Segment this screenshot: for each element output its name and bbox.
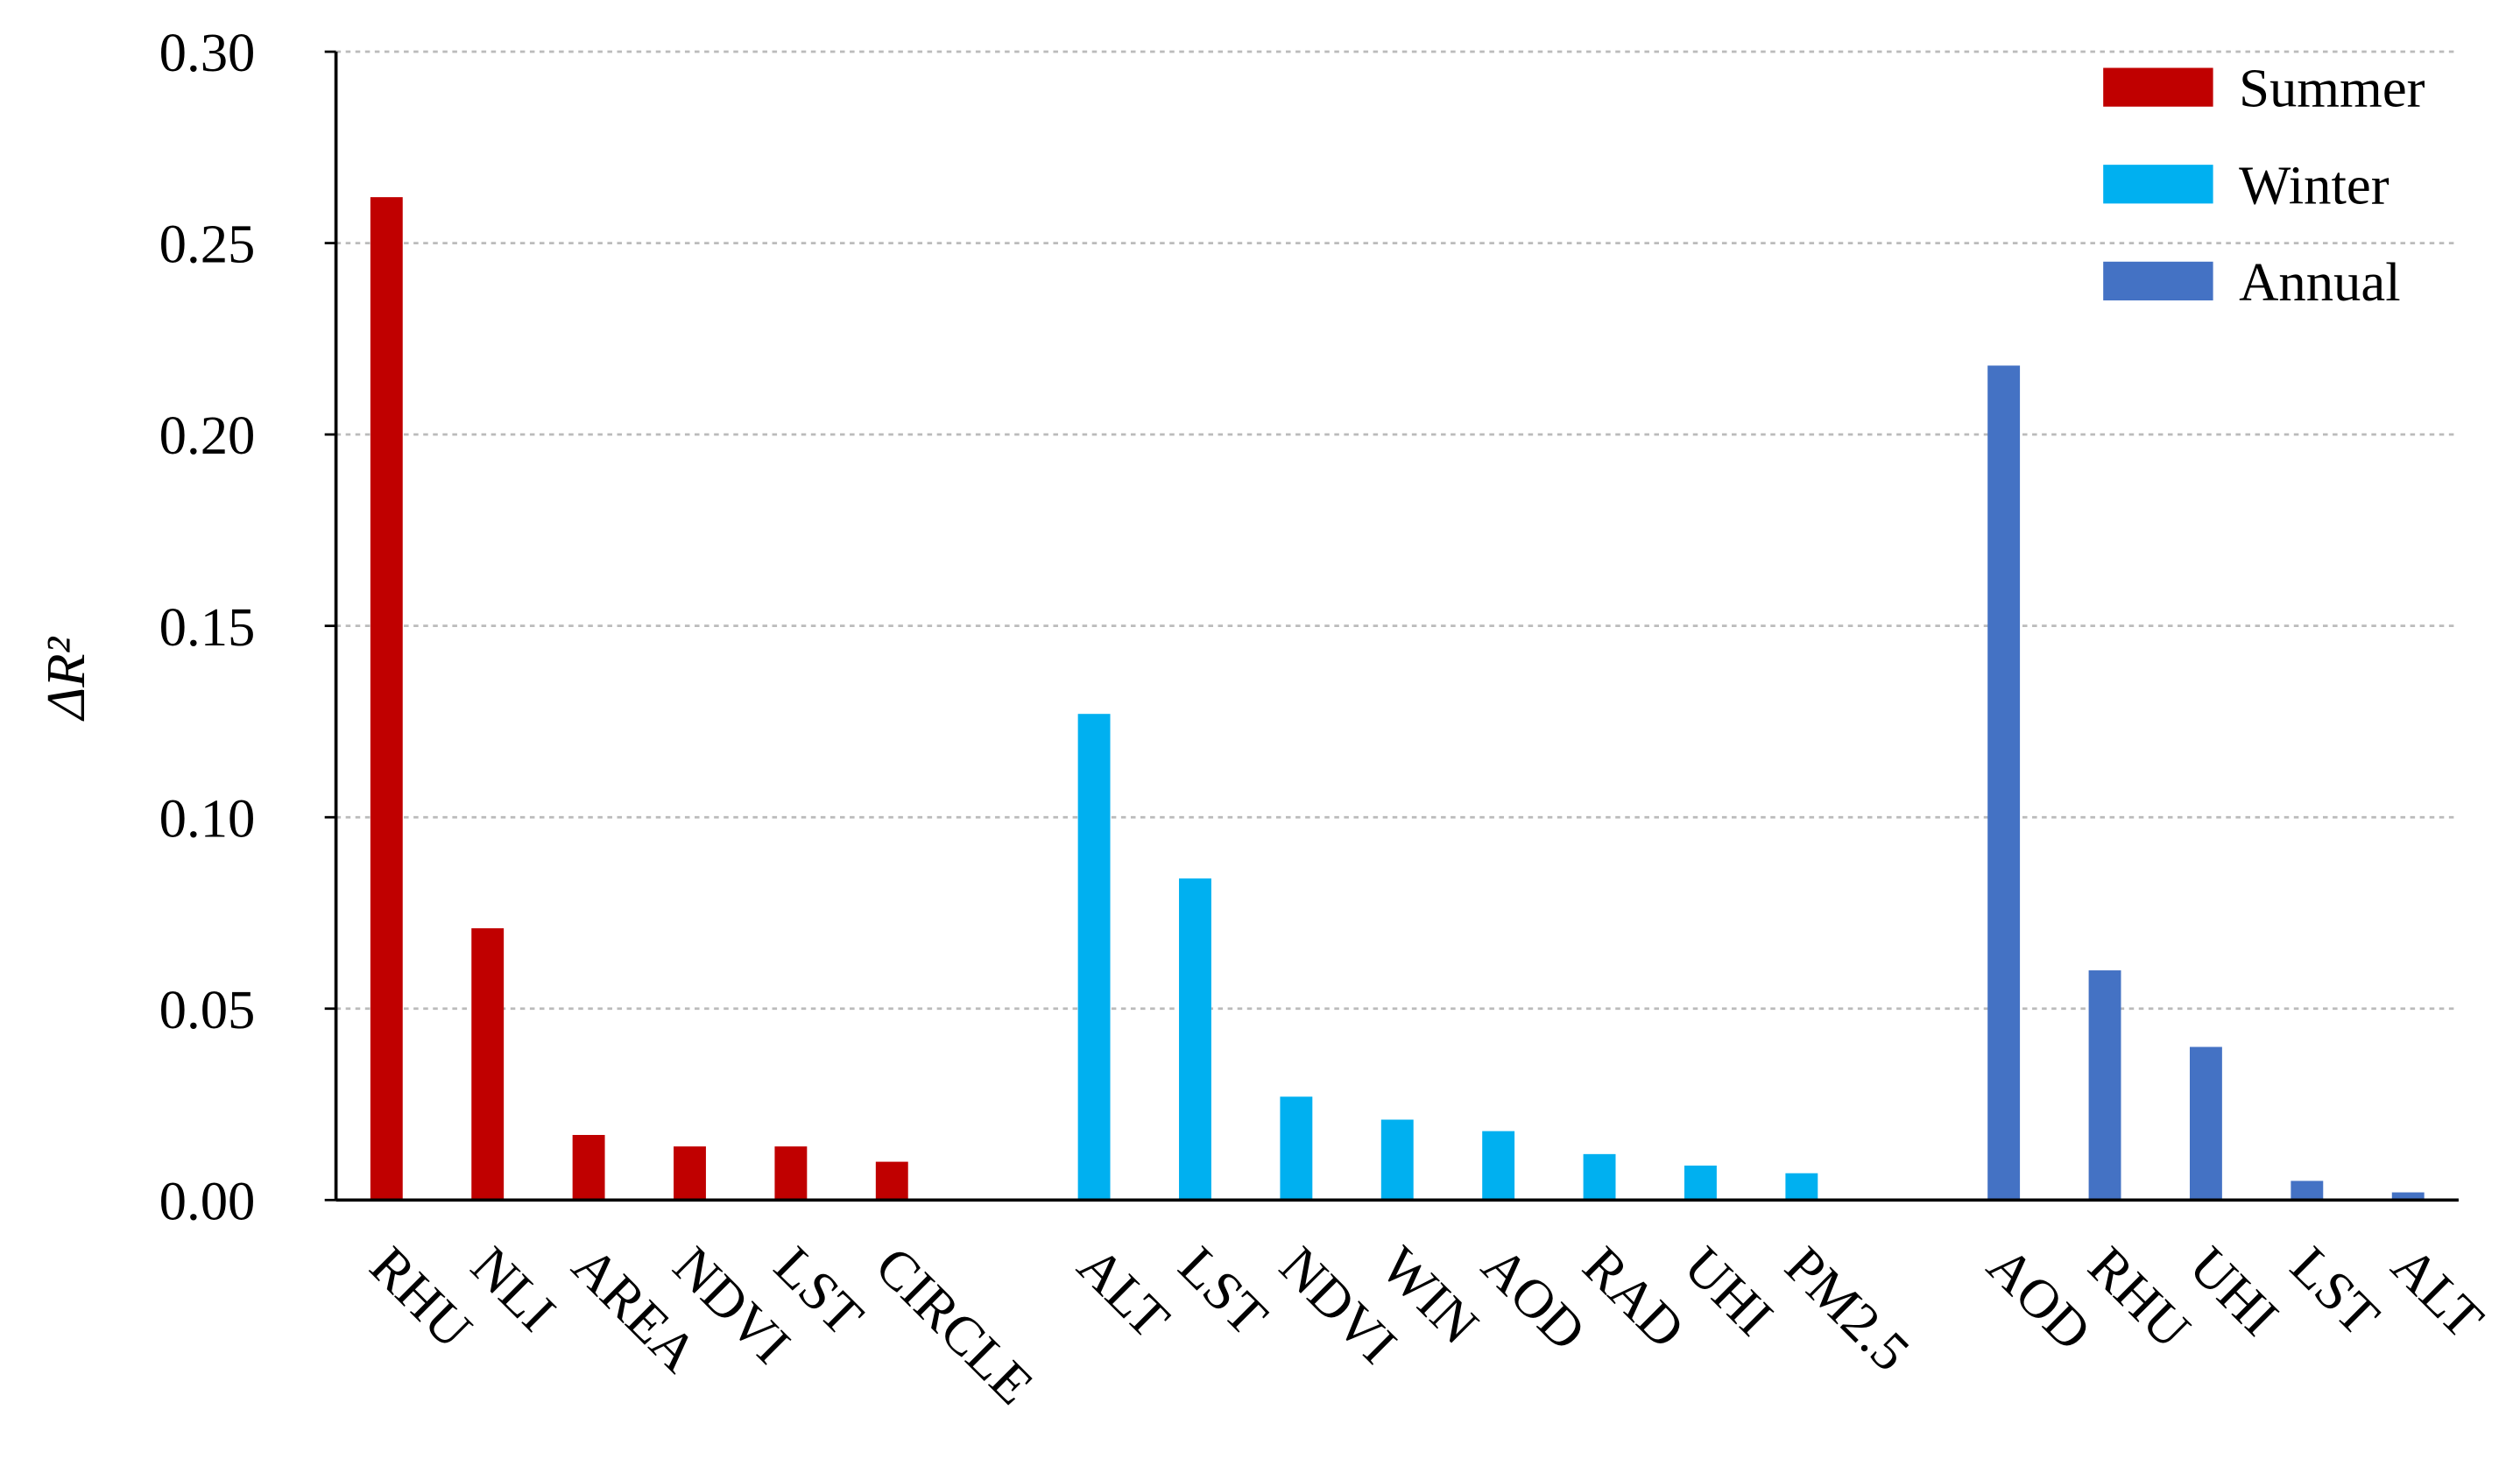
- bar: [370, 197, 403, 1201]
- y-tick-label: 0.00: [159, 1170, 256, 1231]
- bar: [2391, 1192, 2425, 1201]
- x-tick-label: UHI: [1672, 1235, 1784, 1347]
- bar: [1684, 1165, 1717, 1201]
- bar: [2189, 1047, 2222, 1201]
- x-tick-label: ALT: [2380, 1235, 2495, 1350]
- x-tick-label: AOD: [1471, 1235, 1599, 1363]
- x-tick-label: RHU: [358, 1235, 484, 1360]
- bar: [1785, 1173, 1818, 1201]
- x-tick-label: UHI: [2178, 1235, 2290, 1347]
- bar: [1482, 1131, 1515, 1201]
- y-tick-label: 0.30: [159, 22, 256, 83]
- x-tick-label: LST: [1167, 1235, 1279, 1347]
- y-tick-label: 0.25: [159, 214, 256, 275]
- y-tick-label: 0.10: [159, 787, 256, 849]
- legend-swatch: [2103, 165, 2213, 204]
- x-tick-label: RHU: [2077, 1235, 2202, 1360]
- bar: [1179, 878, 1211, 1201]
- legend-swatch: [2103, 261, 2213, 301]
- y-axis-label: ΔR²: [35, 636, 96, 722]
- bar: [875, 1161, 908, 1201]
- x-tick-label: PM2.5: [1774, 1235, 1922, 1383]
- legend-swatch: [2103, 67, 2213, 107]
- bar: [1583, 1153, 1616, 1201]
- x-tick-label: AOD: [1976, 1235, 2104, 1363]
- y-tick-label: 0.15: [159, 596, 256, 658]
- bar: [572, 1134, 605, 1201]
- bar: [1077, 714, 1111, 1201]
- bar: [1380, 1119, 1414, 1201]
- x-tick-label: NLI: [460, 1235, 568, 1343]
- y-tick-label: 0.05: [159, 979, 256, 1040]
- bar: [674, 1146, 706, 1201]
- y-tick-label: 0.20: [159, 405, 256, 466]
- legend-label: Annual: [2239, 251, 2401, 313]
- x-tick-label: ALT: [1066, 1235, 1182, 1350]
- bar: [1280, 1096, 1313, 1201]
- legend-label: Summer: [2239, 58, 2425, 119]
- bar: [2088, 970, 2121, 1201]
- x-tick-label: CIRCLE: [864, 1235, 1045, 1416]
- bar: [1987, 365, 2021, 1201]
- x-tick-label: RAD: [1571, 1235, 1697, 1360]
- x-tick-label: LST: [2279, 1235, 2391, 1347]
- bar: [471, 927, 505, 1201]
- x-tick-label: NDVI: [1268, 1235, 1408, 1375]
- bar: [774, 1146, 808, 1201]
- bar: [2291, 1181, 2324, 1201]
- legend-label: Winter: [2239, 154, 2389, 215]
